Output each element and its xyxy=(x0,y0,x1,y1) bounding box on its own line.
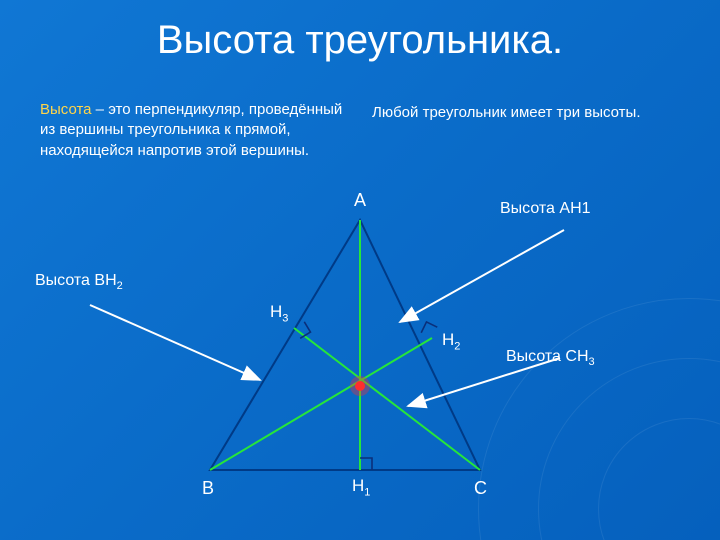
altitude-bh2 xyxy=(210,338,432,470)
vertex-c-label: C xyxy=(474,478,487,499)
foot-h2-label: H2 xyxy=(442,330,460,352)
triangle-shape xyxy=(210,220,480,470)
label-altitude-ah1: Высота AH1 xyxy=(500,200,591,218)
arrow-to-ah1 xyxy=(400,230,564,322)
definition-text: Высота – это перпендикуляр, проведённый … xyxy=(40,100,350,161)
right-angle-h1 xyxy=(360,458,372,470)
arrow-to-bh2 xyxy=(90,305,260,380)
vertex-b-label: B xyxy=(202,478,214,499)
definition-highlight: Высота xyxy=(40,101,92,118)
label-altitude-ch3: Высота CH3 xyxy=(506,348,595,368)
orthocenter-point xyxy=(355,381,365,391)
statement-text: Любой треугольник имеет три высоты. xyxy=(372,104,712,121)
right-angle-h2 xyxy=(421,322,437,338)
label-altitude-bh2: Высота BH2 xyxy=(35,272,123,292)
foot-h3-label: H3 xyxy=(270,302,288,324)
triangle-diagram: A B C H1 H2 H3 Высота BH2 Высота AH1 Выс… xyxy=(150,210,570,520)
vertex-a-label: A xyxy=(354,190,366,211)
foot-h1-label: H1 xyxy=(352,476,370,498)
slide-title: Высота треугольника. xyxy=(0,18,720,63)
